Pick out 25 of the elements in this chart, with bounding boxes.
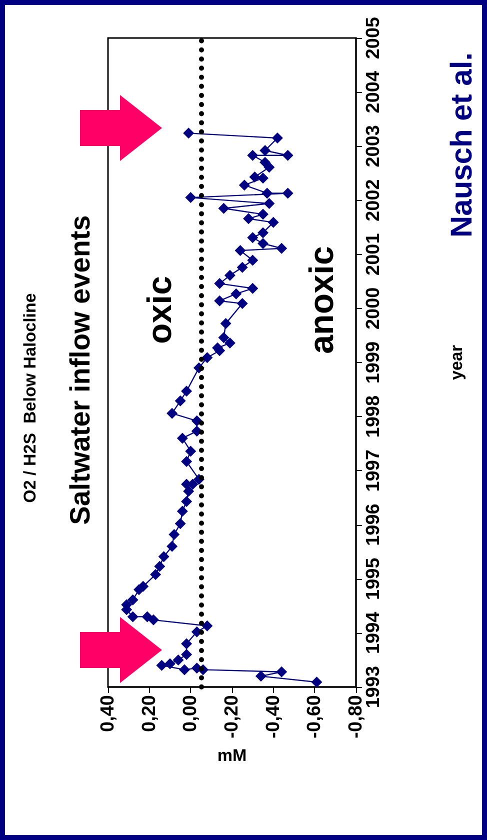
x-tick-label: -0,60 xyxy=(304,695,326,738)
y-tick-label: 1997 xyxy=(363,450,384,492)
y-tick-label: 2003 xyxy=(363,125,384,168)
x-tick-label: -0,20 xyxy=(222,695,242,738)
y-tick-label: 1996 xyxy=(363,504,384,546)
y-tick-label: 2005 xyxy=(363,16,384,60)
y-tick-label: 1998 xyxy=(363,395,384,438)
y-tick-label: 1994 xyxy=(363,611,384,654)
y-tick-label: 2000 xyxy=(363,287,384,330)
annotation: oxic xyxy=(141,276,179,344)
x-tick-label: 0,00 xyxy=(180,695,202,732)
text: Nausch et al. xyxy=(446,52,478,238)
y-tick-label: 2004 xyxy=(363,70,384,114)
annotation: anoxic xyxy=(303,246,341,354)
y-tick-label: 2001 xyxy=(363,232,384,276)
y-tick-label: 1995 xyxy=(363,557,384,600)
text: O2 / H2S Below Halocline xyxy=(20,293,40,503)
y-axis-title: year xyxy=(447,344,466,380)
y-tick-label: 2002 xyxy=(363,179,384,222)
x-tick-label: 0,40 xyxy=(98,695,118,732)
x-tick-label: -0,40 xyxy=(262,695,284,738)
x-axis-title: mM xyxy=(217,746,247,765)
x-tick-label: 0,20 xyxy=(138,695,160,732)
text: Saltwater inflow events xyxy=(64,215,96,525)
y-tick-label: 1999 xyxy=(363,341,384,384)
